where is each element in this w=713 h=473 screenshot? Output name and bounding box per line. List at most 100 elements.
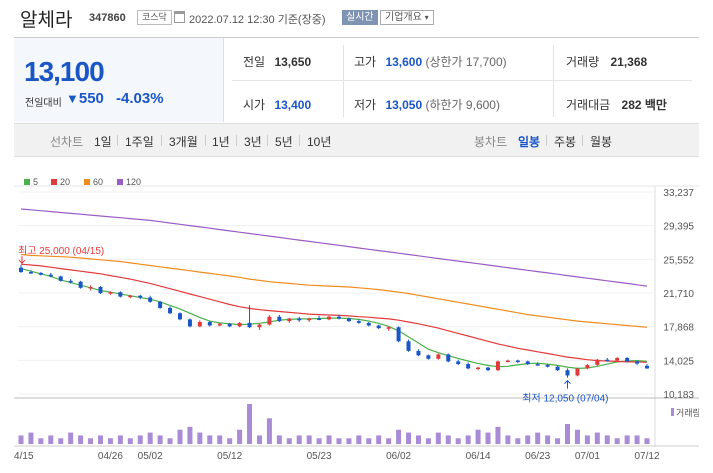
tab-1w[interactable]: 1주일 [125,135,154,149]
x-tick-label: 07/12 [634,451,659,462]
tab-weekly[interactable]: 주봉 [554,135,577,149]
candle-body [237,322,242,327]
tab-1y[interactable]: 1년 [212,135,230,149]
prev-close-value: 13,650 [274,55,312,69]
volume-bar [38,438,44,444]
high-annotation: 최고 25,000 (04/15) [18,245,104,257]
tab-5y[interactable]: 5년 [275,135,293,149]
candle-body [317,318,322,320]
volume-bar [644,438,650,444]
candle-body [486,367,491,371]
chart-period-tabs: 선차트 1일 1주일 3개월 1년 3년 5년 10년 봉차트 일봉 주봉 월봉 [14,123,699,157]
candle-body [168,307,173,314]
volume-bar [356,435,362,444]
x-tick-label: 04/15 [14,451,34,462]
volume-bars: 거래량 [18,404,699,444]
x-tick-label: 05/12 [217,451,242,462]
candle-body [406,341,411,351]
volume-bar [296,435,302,444]
candle-body [227,323,232,327]
candle-body [78,281,83,288]
candle-body [635,361,640,364]
tab-3y[interactable]: 3년 [244,135,262,149]
divider [232,80,692,81]
candle-body [307,318,312,321]
chart-axes: 33,237 29,395 25,552 21,710 17,868 14,025 10,1… [14,188,694,462]
tab-monthly[interactable]: 월봉 [590,135,613,149]
current-price: 13,100 [24,56,105,87]
volume-bar [117,435,123,444]
volume-bar [207,435,213,444]
y-tick-label: 10,183 [663,390,694,401]
tab-1d[interactable]: 1일 [94,135,112,149]
candle-body [138,295,143,298]
candle-body [386,327,391,329]
legend-swatch [117,179,123,185]
candle-body [525,361,530,365]
stock-code: 347860 [89,12,126,24]
low-annotation: 최저 12,050 (07/04) [522,393,608,405]
tab-10y[interactable]: 10년 [307,135,332,149]
x-tick-label: 04/26 [98,451,123,462]
legend-label: 5 [33,177,38,187]
y-tick-label: 21,710 [663,289,694,300]
divider [14,37,699,38]
candle-body [48,274,53,277]
volume-bar [157,435,163,444]
volume-bar [485,432,491,444]
x-tick-label: 06/02 [386,451,411,462]
volume-bar [475,429,481,444]
volume-bar [147,432,153,444]
candle-body [625,357,630,362]
candle-body [267,316,272,325]
volume-bar [167,438,173,444]
volume-bar [177,429,183,444]
arrow-up-icon [564,379,571,389]
candle-body [336,316,341,319]
chart-annotations: 최고 25,000 (04/15) 최저 12,050 (07/04) [18,245,609,404]
legend-swatch [84,179,90,185]
volume-value: 21,368 [610,55,648,69]
divider [117,135,118,146]
low-label: 저가 [354,98,377,112]
volume-bar [78,435,84,444]
down-triangle-icon: ▼ [66,91,79,106]
company-overview-button[interactable]: 기업개요 ▾ [380,10,434,25]
line-chart-label: 선차트 [50,135,84,149]
candle-body [515,360,520,363]
volume-bar [237,429,243,444]
ma-line-20 [20,263,648,363]
volume-bar [48,435,54,444]
tab-daily[interactable]: 일봉 [518,135,541,149]
volume-bar [266,418,272,444]
high-value: 13,600 [385,55,423,69]
candles [19,265,649,378]
change-amount-value: 550 [78,90,104,107]
candlestick-chart: 5 20 60 120 최고 25,000 (04/15) 최저 12,050 (07/… [14,177,699,462]
volume-bar [515,438,521,444]
candle-body [68,280,73,283]
legend-label: 20 [60,177,70,187]
x-tick-label: 05/02 [138,451,163,462]
high-label: 고가 [354,55,377,69]
high-price: 고가 13,600 (상한가 17,700) [354,53,507,70]
candle-body [476,367,481,370]
volume-bar [565,424,571,444]
legend-label: 60 [93,177,103,187]
open-label: 시가 [243,98,266,112]
price-summary: 13,100 전일대비 ▼550 -4.03% [14,38,224,122]
volume-bar [58,438,64,444]
volume-bar [316,438,322,444]
tab-3m[interactable]: 3개월 [169,135,198,149]
volume-bar [574,429,580,444]
volume-bar [555,438,561,444]
candle-body [118,292,123,297]
volume-bar [187,426,193,444]
candle-chart-label: 봉차트 [474,135,508,149]
realtime-button[interactable]: 실시간 [342,10,378,25]
moving-average-lines [20,208,648,370]
volume-bar [604,435,610,444]
divider [161,135,162,146]
volume-bar [594,432,600,444]
volume-bar [495,426,501,444]
